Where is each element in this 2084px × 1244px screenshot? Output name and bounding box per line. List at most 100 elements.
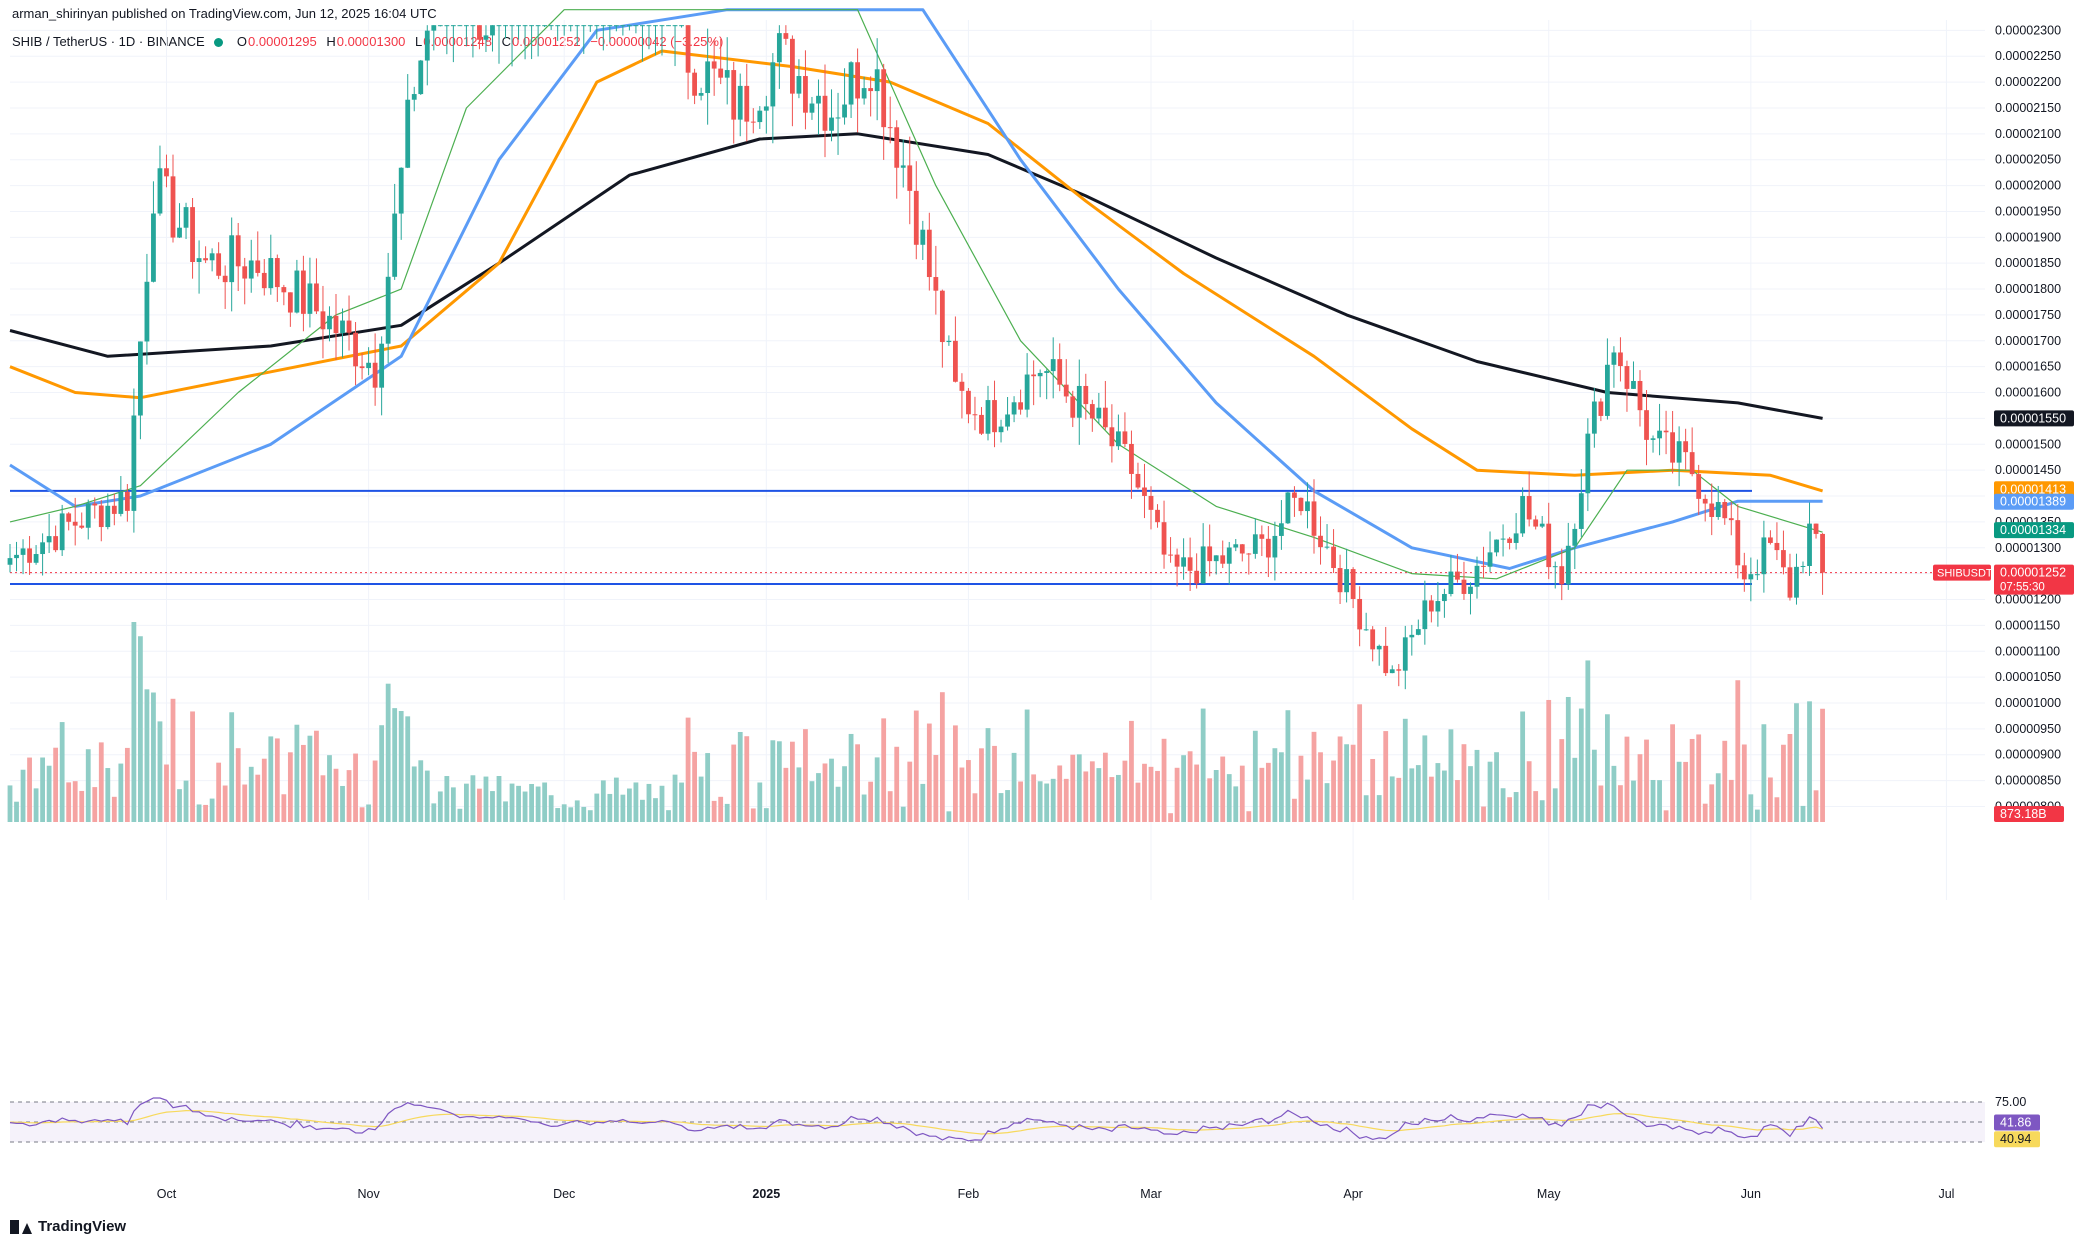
candle-body xyxy=(40,542,45,555)
price-tick-label: 0.00001950 xyxy=(1995,204,2061,218)
volume-bar xyxy=(190,711,195,822)
candle-body xyxy=(1063,384,1069,397)
volume-bar xyxy=(913,710,919,822)
candle-body xyxy=(1239,544,1245,554)
price-tick-label: 0.00001800 xyxy=(1995,282,2061,296)
volume-bar xyxy=(1448,729,1454,822)
candle-body xyxy=(437,25,443,27)
candle-body xyxy=(855,62,860,99)
volume-bar xyxy=(555,808,561,822)
price-tick-label: 0.00002100 xyxy=(1995,127,2061,141)
candle-body xyxy=(679,25,684,27)
candle-body xyxy=(14,554,19,559)
volume-bar xyxy=(411,766,417,822)
tradingview-logo[interactable]: TradingView xyxy=(10,1218,126,1235)
volume-bar xyxy=(1605,714,1610,822)
volume-bar xyxy=(581,806,587,822)
candle-body xyxy=(1298,497,1304,512)
candle-body xyxy=(829,117,834,131)
candle-body xyxy=(320,311,326,330)
candle-body xyxy=(216,253,222,276)
time-tick-label: Apr xyxy=(1343,1187,1362,1201)
candle-body xyxy=(620,25,626,27)
volume-bar xyxy=(790,741,795,822)
volume-bar xyxy=(105,768,111,822)
symbol-tag-bg xyxy=(1933,564,1991,581)
candle-body xyxy=(685,25,691,73)
volume-bar xyxy=(431,803,437,822)
volume-bar xyxy=(124,747,130,822)
countdown-label: 07:55:30 xyxy=(2000,582,2045,594)
volume-bar xyxy=(294,724,300,822)
volume-bar xyxy=(711,800,717,822)
volume-bar xyxy=(1233,786,1239,822)
volume-bar xyxy=(731,744,737,822)
volume-bar xyxy=(131,622,137,822)
volume-bar xyxy=(953,725,958,822)
volume-bar xyxy=(379,725,385,822)
volume-bar xyxy=(1076,754,1082,822)
candle-body xyxy=(1102,407,1108,428)
axis-price-label: 0.00001550 xyxy=(2000,411,2066,425)
candle-body xyxy=(1800,565,1806,567)
candle-body xyxy=(1265,538,1271,558)
volume-bar xyxy=(1389,776,1395,822)
candle-body xyxy=(1807,523,1812,566)
time-axis[interactable]: Oct Nov Dec 2025 Feb Mar Apr May Jun Jul xyxy=(157,1187,1955,1201)
volume-bar xyxy=(1500,788,1506,822)
candle-body xyxy=(359,366,365,369)
time-tick-label: Mar xyxy=(1140,1187,1162,1201)
volume-bar xyxy=(1428,776,1434,822)
candle-body xyxy=(1696,474,1702,499)
symbol-title[interactable]: SHIB / TetherUS · 1D · BINANCE xyxy=(12,34,205,49)
volume-bar xyxy=(1598,785,1604,822)
volume-bar xyxy=(1292,798,1297,822)
candle-body xyxy=(405,99,411,168)
volume-bar xyxy=(444,776,450,822)
candle-body xyxy=(1702,498,1708,504)
price-tick-label: 0.00001150 xyxy=(1995,618,2060,632)
volume-bar xyxy=(763,808,769,822)
grid xyxy=(10,20,1985,900)
candle-body xyxy=(1161,522,1167,555)
volume-bar xyxy=(861,794,867,822)
volume-bar xyxy=(1011,752,1017,822)
price-tick-label: 0.00001650 xyxy=(1995,360,2061,374)
candle-body xyxy=(1011,402,1017,415)
volume-bar xyxy=(959,767,965,822)
volume-bar xyxy=(822,763,828,822)
candle-body xyxy=(1781,550,1786,568)
volume-bar xyxy=(1363,795,1369,822)
volume-bar xyxy=(40,757,45,822)
candle-body xyxy=(1129,443,1134,474)
candle-body xyxy=(144,281,150,342)
candle-body xyxy=(692,72,697,96)
header-attribution: arman_shirinyan published on TradingView… xyxy=(12,6,437,21)
candle-body xyxy=(1578,493,1584,529)
volume-bar xyxy=(340,785,345,822)
candle-body xyxy=(1533,519,1539,527)
volume-bar xyxy=(640,799,645,822)
volume-bar xyxy=(1187,751,1193,822)
candle-body xyxy=(913,190,919,245)
volume-bar xyxy=(1259,767,1265,822)
volume-bar xyxy=(1787,734,1793,822)
market-status-icon xyxy=(214,38,224,48)
volume-bar xyxy=(1142,763,1147,822)
rsi-line xyxy=(9,1097,1824,1142)
volume-bar xyxy=(98,742,104,822)
rsi-ma-line xyxy=(9,1109,1823,1135)
volume-bar xyxy=(809,781,815,822)
volume-bar xyxy=(1487,761,1493,822)
candle-body xyxy=(920,229,926,245)
volume-bar xyxy=(874,757,880,822)
candle-body xyxy=(1109,427,1115,447)
price-tick-label: 0.00002250 xyxy=(1995,49,2061,63)
candle-body xyxy=(737,85,743,120)
candle-body xyxy=(131,415,137,511)
volume-bar xyxy=(848,733,854,822)
volume-bar xyxy=(392,708,398,822)
candle-body xyxy=(1611,352,1617,365)
price-axis[interactable]: 0.00002300 0.00002250 0.00002200 0.00002150… xyxy=(1995,23,2061,1129)
